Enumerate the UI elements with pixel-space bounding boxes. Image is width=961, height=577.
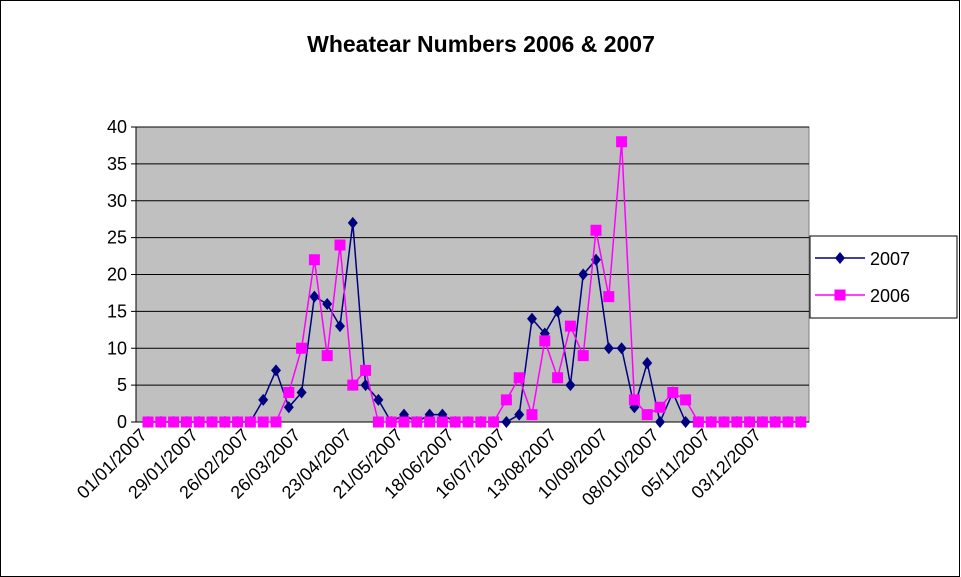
point — [347, 216, 358, 229]
point — [258, 393, 269, 406]
point — [539, 335, 551, 347]
point — [692, 416, 704, 428]
legend — [809, 235, 958, 319]
point — [680, 394, 692, 406]
y-tick-label: 25 — [107, 228, 127, 248]
point — [232, 416, 244, 428]
point — [373, 393, 384, 406]
point — [564, 320, 576, 332]
point — [219, 416, 231, 428]
point — [500, 394, 512, 406]
point — [705, 416, 717, 428]
point — [769, 416, 781, 428]
point — [257, 416, 269, 428]
point — [501, 416, 512, 428]
point — [578, 268, 589, 281]
point — [270, 416, 282, 428]
point — [527, 312, 537, 325]
y-tick-label: 30 — [107, 191, 127, 211]
point — [360, 364, 372, 376]
point — [616, 342, 627, 355]
point — [321, 350, 333, 362]
y-tick-label: 10 — [107, 338, 127, 358]
point — [795, 416, 807, 428]
point — [513, 372, 525, 384]
y-tick-label: 5 — [117, 375, 127, 395]
point — [309, 290, 320, 303]
point — [577, 350, 589, 362]
point — [744, 416, 756, 428]
point — [526, 409, 538, 421]
point — [271, 364, 281, 377]
y-tick-label: 0 — [117, 412, 127, 432]
point — [385, 416, 397, 428]
point — [552, 372, 564, 384]
point — [835, 252, 845, 264]
point — [628, 394, 640, 406]
point — [347, 379, 359, 391]
point — [244, 416, 256, 428]
point — [488, 416, 500, 428]
point — [155, 416, 167, 428]
point — [296, 386, 307, 399]
point — [424, 416, 436, 428]
point — [334, 239, 346, 251]
point — [642, 357, 653, 369]
point — [308, 254, 320, 266]
point — [449, 416, 461, 428]
point — [654, 401, 666, 413]
point — [565, 379, 576, 392]
point — [475, 416, 487, 428]
y-tick-label: 35 — [107, 154, 127, 174]
point — [462, 416, 474, 428]
y-tick-label: 15 — [107, 301, 127, 321]
point — [718, 416, 730, 428]
point — [590, 224, 602, 236]
point — [193, 416, 205, 428]
point — [782, 416, 794, 428]
point — [296, 342, 308, 354]
chart-title: Wheatear Numbers 2006 & 2007 — [307, 31, 655, 57]
point — [641, 409, 653, 421]
point — [168, 416, 180, 428]
point — [603, 291, 615, 303]
point — [680, 416, 691, 428]
point — [283, 387, 295, 398]
point — [206, 416, 218, 428]
point — [180, 416, 192, 428]
point — [756, 416, 768, 428]
legend-label: 2007 — [870, 249, 910, 269]
point — [436, 416, 448, 428]
point — [283, 401, 294, 414]
point — [335, 320, 345, 333]
point — [667, 387, 679, 398]
point — [603, 342, 614, 355]
point — [834, 289, 846, 301]
point — [731, 416, 743, 428]
y-tick-label: 20 — [107, 265, 127, 285]
point — [616, 136, 628, 148]
point — [142, 416, 154, 428]
point — [552, 305, 563, 318]
point — [372, 416, 384, 428]
legend-label: 2006 — [870, 286, 910, 306]
point — [398, 416, 410, 428]
series-line — [148, 141, 801, 423]
point — [322, 298, 333, 310]
point — [514, 408, 525, 421]
point — [411, 416, 423, 428]
y-tick-label: 40 — [107, 117, 127, 137]
point — [655, 416, 665, 428]
